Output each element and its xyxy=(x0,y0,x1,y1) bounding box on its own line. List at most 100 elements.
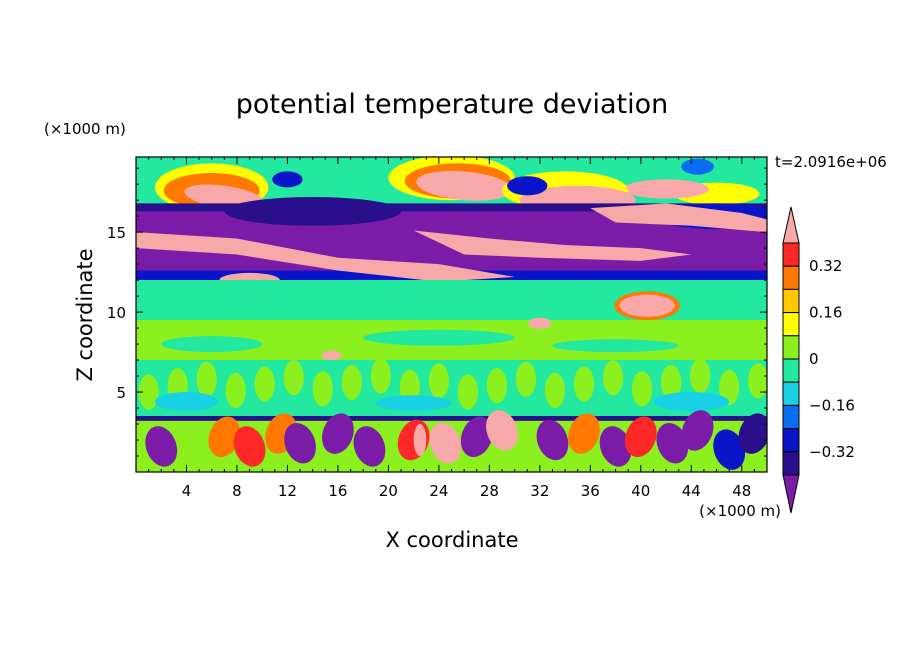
boundary-cell xyxy=(713,429,746,470)
contour-blob xyxy=(719,369,740,405)
colorbar-swatch xyxy=(782,451,800,476)
boundary-cell xyxy=(460,416,493,458)
boundary-cell xyxy=(536,419,569,461)
contour-blob xyxy=(602,360,624,396)
boundary-cell xyxy=(681,410,714,451)
warm-blob xyxy=(416,170,512,201)
colorbar-label: −0.16 xyxy=(809,396,855,414)
y-unit-label: (×1000 m) xyxy=(44,120,126,138)
contour-blob xyxy=(375,395,452,412)
boundary-cell xyxy=(489,414,510,441)
contour-blob xyxy=(660,364,682,401)
cold-blob xyxy=(507,176,548,196)
contour-blob xyxy=(552,339,679,353)
chart-title: potential temperature deviation xyxy=(236,89,668,120)
time-label: t=2.0916e+06 xyxy=(775,153,887,171)
warm-filament xyxy=(590,203,767,233)
boundary-cell xyxy=(208,416,241,458)
contour-blob xyxy=(631,371,653,407)
boundary-cell xyxy=(656,423,689,464)
contour-blob xyxy=(748,363,767,399)
colorbar-swatch xyxy=(782,242,800,267)
contour-blob xyxy=(544,372,566,409)
y-axis-label: Z coordinate xyxy=(73,248,97,381)
boundary-cell xyxy=(233,426,266,467)
warm-filament xyxy=(413,230,692,261)
contour-blob xyxy=(486,368,508,404)
field-band-cold-top xyxy=(136,203,767,212)
plot-area xyxy=(135,156,768,473)
colorbar-swatch xyxy=(782,265,800,290)
contour-blob xyxy=(224,196,402,226)
boundary-cell xyxy=(322,413,354,454)
colorbar-label: 0.16 xyxy=(809,304,842,322)
colorbar-swatch xyxy=(782,381,800,406)
x-tick-label: 8 xyxy=(232,482,242,500)
x-tick-label: 36 xyxy=(581,482,600,500)
contour-blob xyxy=(154,392,219,412)
cold-blob xyxy=(681,158,714,175)
contour-blob xyxy=(196,361,217,397)
contour-blob xyxy=(515,361,537,397)
boundary-cell xyxy=(413,424,427,457)
warm-blob xyxy=(528,317,552,329)
x-unit-label: (×1000 m) xyxy=(699,502,781,520)
contour-blob xyxy=(138,374,159,410)
contour-blob xyxy=(428,363,449,399)
contour-blob xyxy=(312,371,333,407)
y-tick-label: 5 xyxy=(116,384,126,402)
contour-blob xyxy=(283,360,304,396)
contour-blob xyxy=(225,372,246,409)
x-tick-label: 32 xyxy=(530,482,549,500)
contour-field xyxy=(136,157,767,472)
boundary-cell xyxy=(429,423,462,464)
y-tick-label: 15 xyxy=(107,224,126,242)
contour-blob xyxy=(370,358,391,394)
colorbar-swatch xyxy=(782,358,800,383)
x-tick-label: 48 xyxy=(732,482,751,500)
warm-blob xyxy=(623,179,709,199)
contour-blob xyxy=(161,336,263,353)
x-tick-label: 24 xyxy=(429,482,448,500)
y-axis: 5 10 15 xyxy=(107,167,767,457)
colorbar-label: −0.32 xyxy=(809,443,855,461)
contour-blob xyxy=(690,358,711,394)
contour-blob xyxy=(341,364,362,401)
x-axis-label: X coordinate xyxy=(385,528,518,552)
boundary-cell xyxy=(353,426,386,467)
boundary-cell xyxy=(738,413,767,454)
x-tick-label: 40 xyxy=(631,482,650,500)
x-tick-label: 4 xyxy=(182,482,192,500)
boundary-cell xyxy=(624,416,657,458)
x-tick-label: 12 xyxy=(278,482,297,500)
warm-blob xyxy=(321,350,342,361)
colorbar: 0.32 0.16 0 −0.16 −0.32 xyxy=(782,206,855,514)
cold-blob xyxy=(272,171,303,188)
y-tick-label: 10 xyxy=(107,304,126,322)
contour-blob xyxy=(254,366,275,402)
boundary-cell xyxy=(568,413,600,454)
colorbar-bottom-extension xyxy=(782,474,800,514)
warm-blob xyxy=(619,294,675,317)
contour-blob xyxy=(363,329,515,346)
x-tick-label: 16 xyxy=(328,482,347,500)
boundary-cell xyxy=(284,423,316,464)
contour-blob xyxy=(653,392,730,412)
contour-blob xyxy=(457,374,479,410)
warm-filament xyxy=(136,232,515,282)
x-axis: 4 8 12 16 20 24 28 32 36 40 44 48 xyxy=(148,157,755,500)
colorbar-swatch xyxy=(782,288,800,314)
colorbar-label: 0 xyxy=(809,350,819,368)
x-tick-label: 28 xyxy=(480,482,499,500)
x-tick-label: 44 xyxy=(682,482,701,500)
boundary-cell xyxy=(145,426,178,467)
colorbar-swatch xyxy=(782,404,800,430)
contour-blob xyxy=(573,366,595,402)
boundary-cell xyxy=(599,426,632,467)
field-band-boundary-top xyxy=(136,416,767,421)
colorbar-top-extension xyxy=(782,206,800,244)
x-tick-label: 20 xyxy=(379,482,398,500)
colorbar-swatch xyxy=(782,428,800,453)
colorbar-label: 0.32 xyxy=(809,257,842,275)
